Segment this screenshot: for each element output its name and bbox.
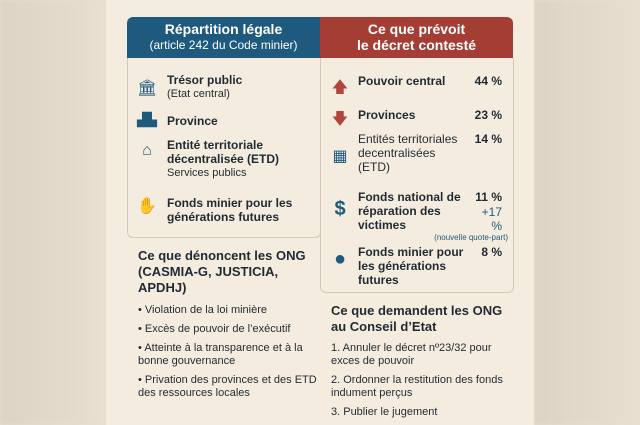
legal-subtitle: (article 242 du Code minier)	[149, 38, 298, 52]
decree-pct: 11 %	[475, 190, 502, 204]
decree-extra-note: (nouvelle quote-part)	[434, 233, 508, 242]
denounce-text: Atteinte à la transparence et à la bonne…	[138, 342, 303, 367]
legal-header: Répartition légale (article 242 du Code …	[127, 17, 320, 58]
decree-extra-pct: +17 %	[481, 205, 502, 233]
decree-box	[320, 58, 514, 293]
demand-item: 2. Ordonner la restitution des fonds ind…	[331, 374, 503, 399]
decree-header: Ce que prévoit le décret contesté	[320, 17, 513, 58]
hand-person-icon: ✋	[137, 198, 157, 215]
legal-sub: (Etat central)	[167, 88, 230, 100]
legal-label: Province	[167, 114, 218, 128]
decree-pct: 8 %	[481, 245, 502, 259]
demand-item: 1. Annuler le décret nº23/32 pour exces …	[331, 342, 492, 367]
decree-pct: 23 %	[474, 108, 502, 122]
denounce-item: • Violation de la loi minière	[138, 304, 268, 316]
legal-title: Répartition légale	[164, 21, 283, 37]
denounce-title: Ce que dénoncent les ONG (CASMIA-G, JUST…	[138, 248, 306, 295]
denounce-item: • Atteinte à la transparence et à la bon…	[138, 342, 303, 367]
decree-pct: 14 %	[474, 132, 502, 146]
denounce-list: • Violation de la loi minière • Excès de…	[138, 304, 323, 400]
decree-pct: 44 %	[474, 74, 502, 88]
arrow-down-icon: 🡇	[331, 111, 349, 128]
office-icon: ▦	[332, 148, 348, 165]
legal-item: Entité territoriale décentralisée (ETD) …	[167, 138, 317, 180]
legal-label: Trésor public	[167, 73, 243, 87]
demand-title: Ce que demandent les ONG au Conseil d’Et…	[331, 303, 503, 334]
arrow-up-icon: 🡅	[331, 79, 349, 96]
blurred-background-right	[534, 0, 640, 425]
decree-label: Fonds minier pour les générations future…	[358, 245, 464, 287]
denounce-text: Privation des provinces et des ETD des r…	[138, 374, 317, 399]
decree-title-2: le décret contesté	[356, 37, 477, 53]
decree-label: Fonds national de réparation des victime…	[358, 190, 461, 232]
demand-list: 1. Annuler le décret nº23/32 pour exces …	[331, 342, 511, 419]
legal-sub: Services publics	[167, 167, 247, 179]
denounce-text: Violation de la loi minière	[144, 304, 268, 316]
legal-label: Fonds minier pour les générations future…	[167, 196, 293, 224]
house-icon: ⌂	[142, 142, 152, 159]
dollar-icon: $	[334, 198, 346, 220]
tree-icon: ●	[333, 248, 347, 270]
bank-icon: 🏛	[137, 80, 158, 97]
building-icon: ▟▙	[137, 112, 157, 127]
denounce-item: • Privation des provinces et des ETD des…	[138, 374, 317, 399]
decree-label: Pouvoir central	[358, 74, 446, 88]
demand-item: 3. Publier le jugement	[331, 406, 438, 418]
decree-label: Provinces	[358, 108, 416, 122]
denounce-text: Excès de pouvoir de l’exécutif	[144, 323, 291, 335]
blurred-background-left	[0, 0, 106, 425]
decree-title-1: Ce que prévoit	[367, 21, 466, 37]
legal-item: Trésor public (Etat central)	[167, 73, 317, 101]
decree-label: Entités territoriales decentralisées (ET…	[358, 132, 458, 174]
legal-label: Entité territoriale décentralisée (ETD)	[167, 138, 280, 166]
denounce-item: • Excès de pouvoir de l’exécutif	[138, 323, 291, 335]
